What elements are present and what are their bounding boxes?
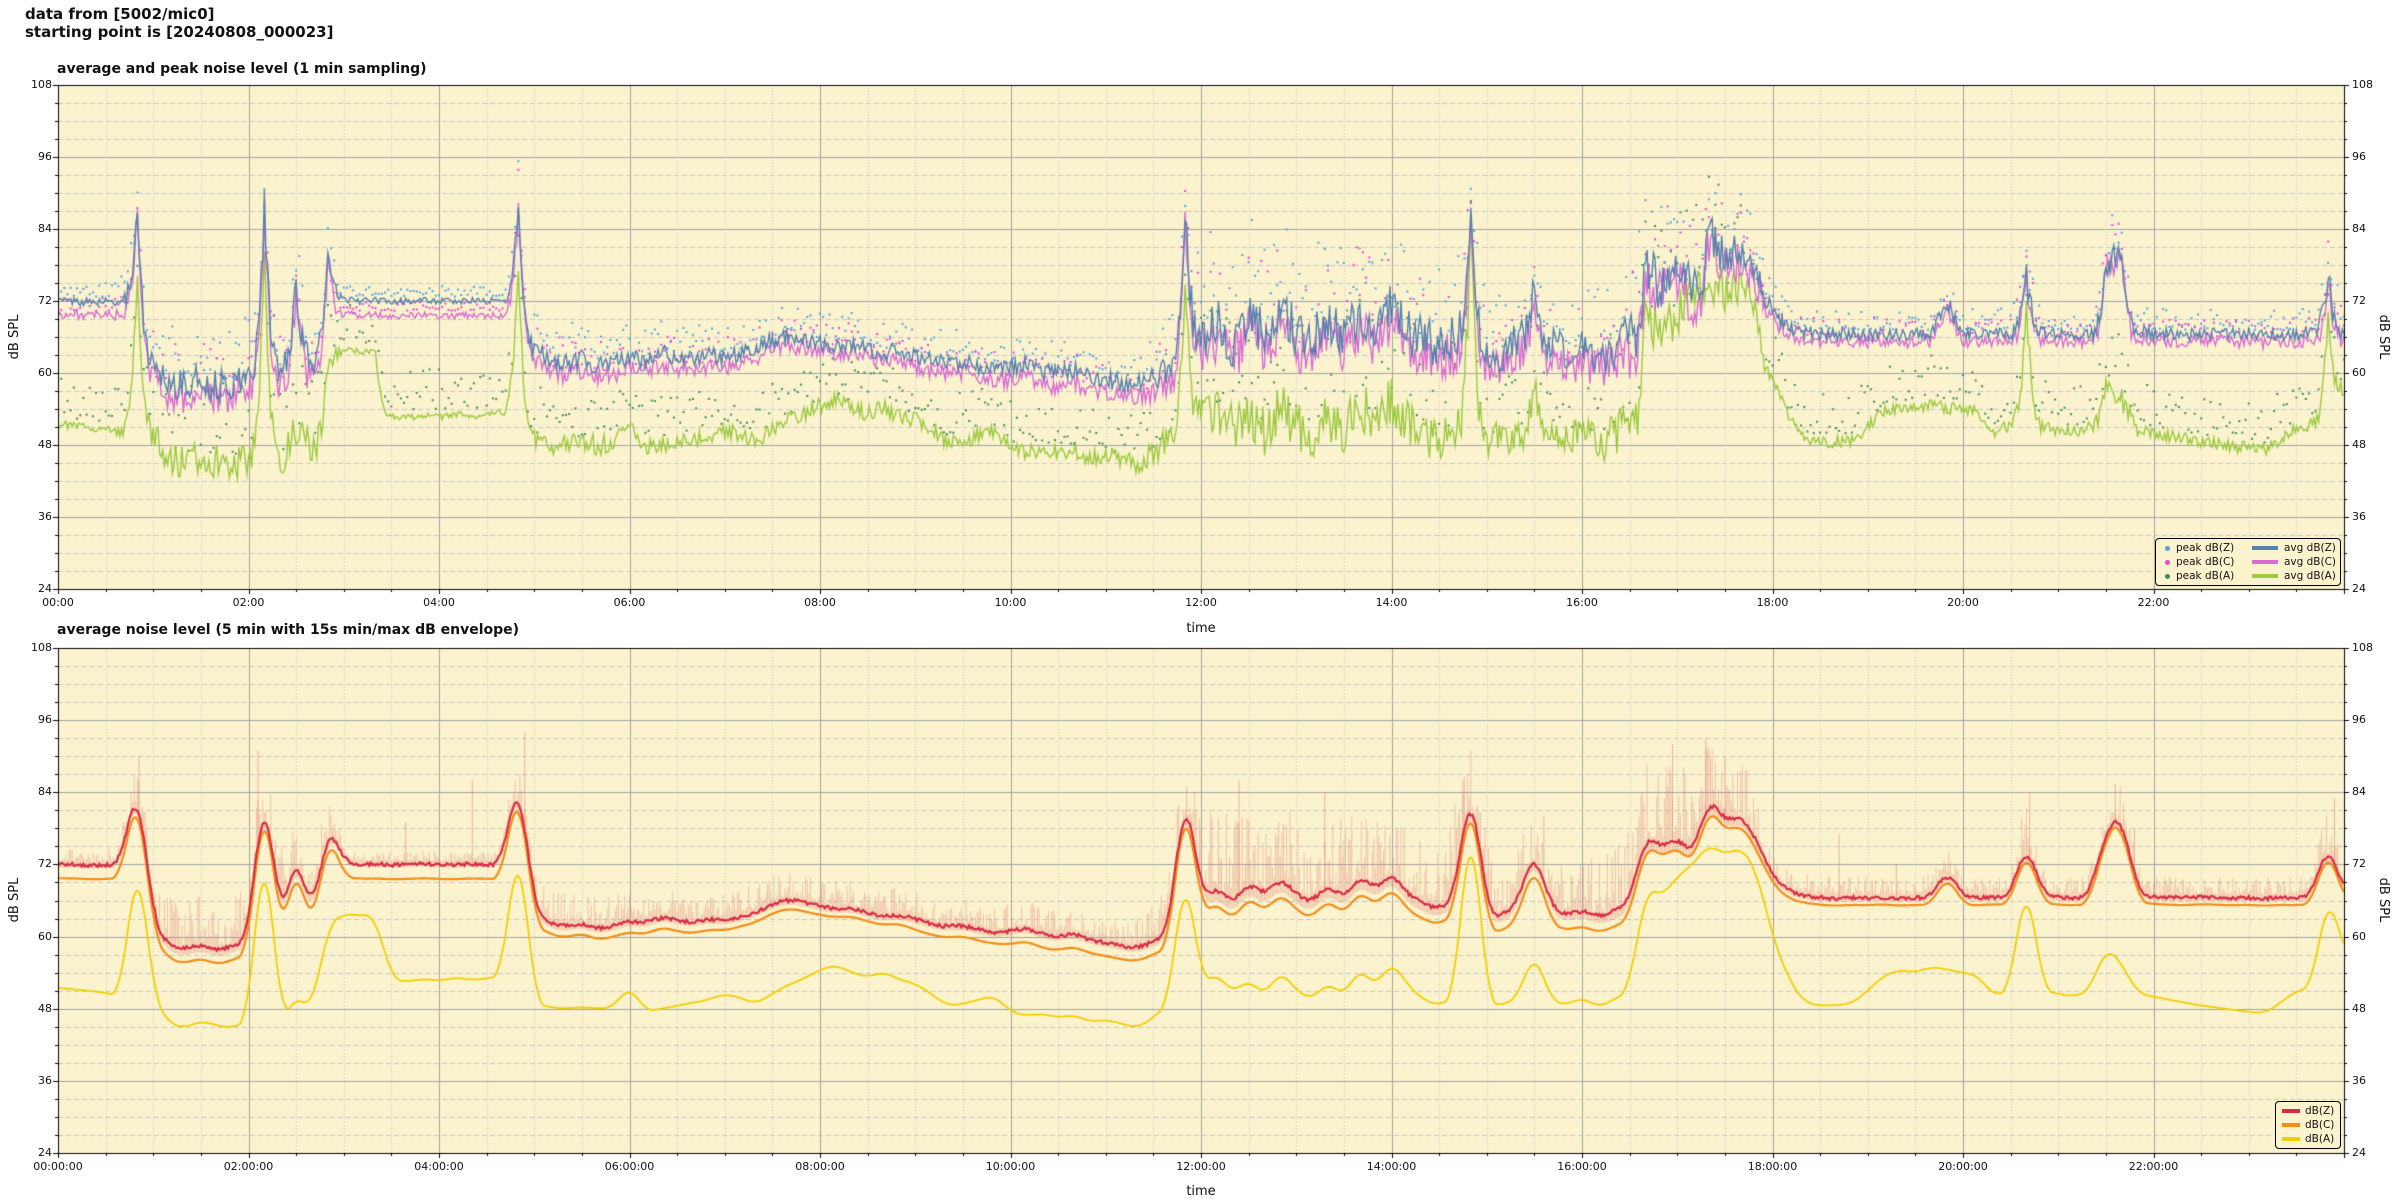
x-tick-label: 06:00:00 [604,1160,655,1173]
y-tick-label: 96 [2352,713,2366,727]
x-tick-label: 18:00:00 [1747,1160,1798,1173]
legend-row-dbz: dB(Z) [2280,1104,2336,1118]
peak-dbc-label: peak dB(C) [2176,556,2235,568]
y-tick-label: 36 [38,1073,52,1087]
legend-row-dba: peak dB(A) avg dB(A) [2160,569,2336,583]
dbz-label: dB(Z) [2305,1105,2335,1117]
header-line-1: data from [5002/mic0] [25,5,215,23]
dbc-label: dB(C) [2305,1119,2335,1131]
x-tick-label: 20:00:00 [1938,1160,1988,1173]
y-tick-label: 108 [2352,641,2373,654]
x-tick-label: 04:00:00 [414,1160,464,1173]
y-tick-label: 72 [38,294,52,307]
x-tick-label: 22:00:00 [2128,1160,2179,1173]
legend-top-chart: peak dB(Z) avg dB(Z) peak dB(C) avg dB(C… [2155,538,2341,586]
x-axis-label-bottom: time [1186,1184,1216,1199]
y-tick-label: 24 [2352,1146,2366,1159]
chart-bottom-title: average noise level (5 min with 15s min/… [57,622,520,638]
x-tick-label: 20:00 [1947,596,1979,609]
y-tick-label: 96 [2352,150,2366,163]
x-tick-label: 02:00 [232,596,265,609]
x-tick-label: 16:00 [1566,596,1598,609]
legend-row-dba: dB(A) [2280,1132,2336,1146]
y-tick-label: 96 [38,713,52,727]
y-tick-label: 108 [31,641,52,654]
avg-dbc-line-swatch [2251,560,2278,564]
legend-row-dbz: peak dB(Z) avg dB(Z) [2160,541,2336,555]
dba-label: dB(A) [2305,1133,2335,1145]
y-tick-label: 60 [2352,929,2366,943]
x-tick-label: 14:00:00 [1366,1160,1417,1173]
x-tick-label: 02:00:00 [223,1160,274,1173]
y-tick-label: 24 [38,1146,52,1159]
y-tick-label: 48 [38,438,52,451]
x-tick-label: 12:00 [1185,596,1217,609]
legend-bottom-chart: dB(Z) dB(C) dB(A) [2275,1101,2341,1149]
peak-dbz-dot-swatch [2165,545,2170,551]
y-tick-label: 84 [38,222,52,235]
dba-line-swatch [2282,1137,2300,1141]
x-tick-label: 10:00 [994,596,1027,609]
x-tick-label: 16:00:00 [1557,1160,1607,1173]
peak-dbc-dot-swatch [2165,559,2170,565]
y-tick-label: 60 [38,929,52,943]
y-tick-label: 48 [2352,1001,2366,1015]
y-tick-label: 108 [31,78,52,91]
x-tick-label: 08:00 [804,596,836,609]
peak-dbz-label: peak dB(Z) [2176,542,2235,554]
avg-dbc-label: avg dB(C) [2283,556,2336,568]
y-tick-label: 24 [2352,582,2366,595]
x-tick-label: 00:00 [42,596,74,609]
x-tick-label: 10:00:00 [985,1160,1036,1173]
x-tick-label: 08:00:00 [795,1160,845,1173]
y-tick-label: 72 [2352,857,2366,871]
x-tick-label: 06:00 [613,596,646,609]
y-tick-label: 72 [2352,294,2366,307]
y-tick-label: 60 [2352,366,2366,379]
y-tick-label: 48 [2352,438,2366,451]
y-tick-label: 84 [2352,222,2366,235]
y-tick-label: 48 [38,1001,52,1015]
y-tick-label: 24 [38,582,52,595]
y-tick-label: 36 [38,510,52,523]
peak-dba-dot-swatch [2165,573,2170,579]
chart-top-title: average and peak noise level (1 min samp… [57,61,427,77]
x-tick-label: 18:00 [1756,596,1789,609]
dbz-line-swatch [2282,1109,2300,1113]
y-tick-label: 84 [38,785,52,799]
y-tick-label: 60 [38,366,52,379]
x-tick-label: 14:00 [1375,596,1408,609]
y-axis-label-bottom-right: dB SPL [2376,877,2391,923]
y-axis-label-bottom-left: dB SPL [7,877,22,923]
peak-dba-label: peak dB(A) [2176,570,2235,582]
header-line-2: starting point is [20240808_000023] [25,23,334,41]
x-axis-label-top: time [1186,621,1216,636]
x-tick-label: 12:00:00 [1176,1160,1226,1173]
legend-row-dbc: peak dB(C) avg dB(C) [2160,555,2336,569]
y-axis-label-top-left: dB SPL [7,314,22,360]
x-tick-label: 00:00:00 [33,1160,83,1173]
dbc-line-swatch [2282,1123,2300,1127]
y-tick-label: 108 [2352,78,2373,91]
x-tick-label: 22:00 [2137,596,2170,609]
y-tick-label: 84 [2352,785,2366,799]
avg-dba-label: avg dB(A) [2284,570,2336,582]
avg-dba-line-swatch [2252,574,2278,578]
y-tick-label: 72 [38,857,52,871]
y-tick-label: 96 [38,150,52,163]
avg-dbz-line-swatch [2252,546,2278,550]
y-tick-label: 36 [2352,1073,2366,1087]
y-tick-label: 36 [2352,510,2366,523]
legend-row-dbc: dB(C) [2280,1118,2336,1132]
x-tick-label: 04:00 [423,596,455,609]
avg-dbz-label: avg dB(Z) [2284,542,2336,554]
y-axis-label-top-right: dB SPL [2376,314,2391,360]
